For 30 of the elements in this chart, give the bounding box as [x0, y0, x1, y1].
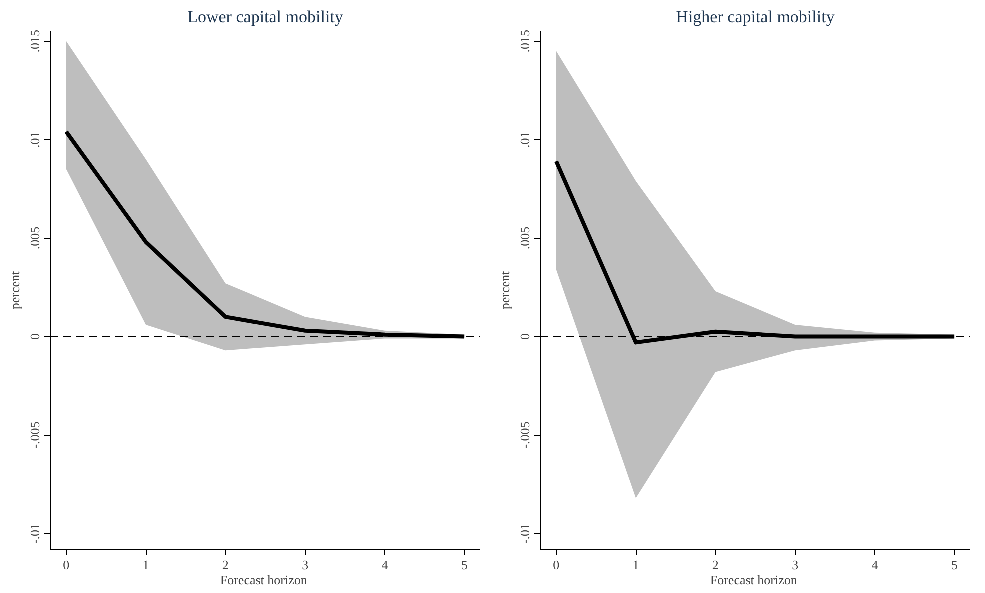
x-tick-label: 0 [63, 558, 70, 572]
y-tick-label: .01 [28, 132, 42, 148]
x-tick-label: 2 [712, 558, 719, 572]
x-tick-label: 5 [951, 558, 958, 572]
y-axis-title: percent [8, 270, 22, 310]
y-axis-title: percent [498, 270, 512, 310]
x-tick-label: 1 [632, 558, 640, 572]
y-tick-label: -.01 [518, 523, 532, 544]
x-axis-title: Forecast horizon [220, 572, 308, 588]
chart-title: Lower capital mobility [188, 8, 344, 26]
y-tick-label: .005 [518, 226, 532, 250]
x-tick-label: 5 [461, 558, 468, 572]
x-tick-label: 4 [872, 558, 879, 572]
y-tick-label: 0 [518, 334, 532, 340]
x-tick-label: 4 [382, 558, 389, 572]
y-tick-label: .015 [518, 30, 532, 53]
x-axis-title: Forecast horizon [710, 572, 798, 588]
x-tick-label: 1 [142, 558, 150, 572]
y-tick-label: .015 [28, 30, 42, 53]
x-tick-label: 2 [222, 558, 229, 572]
y-tick-label: -.005 [518, 422, 532, 449]
chart-title: Higher capital mobility [676, 8, 836, 26]
y-tick-label: 0 [28, 334, 42, 340]
x-tick-label: 0 [553, 558, 560, 572]
y-tick-label: -.005 [28, 422, 42, 449]
y-tick-label: -.01 [28, 523, 42, 544]
y-tick-label: .01 [518, 132, 532, 148]
x-tick-label: 3 [302, 558, 309, 572]
y-tick-label: .005 [28, 226, 42, 250]
x-tick-label: 3 [792, 558, 799, 572]
